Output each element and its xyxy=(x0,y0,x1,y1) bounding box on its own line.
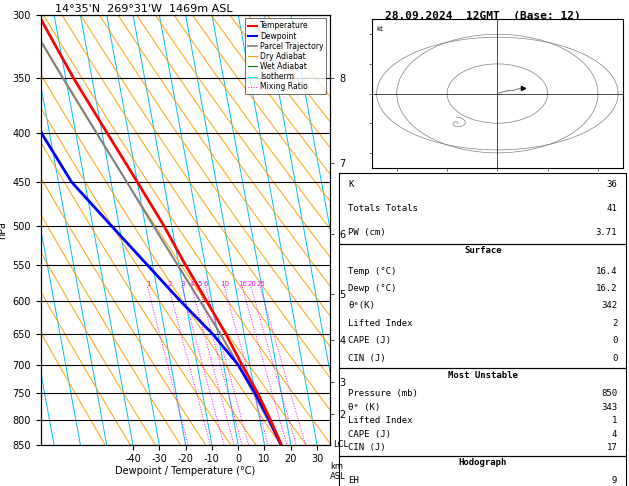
Y-axis label: hPa: hPa xyxy=(0,221,7,239)
Text: 3.71: 3.71 xyxy=(596,227,617,237)
Text: 1: 1 xyxy=(146,281,150,287)
Text: 0: 0 xyxy=(612,354,617,363)
Text: PW (cm): PW (cm) xyxy=(348,227,386,237)
Text: 28.09.2024  12GMT  (Base: 12): 28.09.2024 12GMT (Base: 12) xyxy=(385,11,581,21)
Text: Dewp (°C): Dewp (°C) xyxy=(348,284,397,293)
Text: Hodograph: Hodograph xyxy=(459,458,507,467)
Text: Pressure (mb): Pressure (mb) xyxy=(348,389,418,398)
Text: CIN (J): CIN (J) xyxy=(348,443,386,452)
Text: 2: 2 xyxy=(612,319,617,328)
Text: Totals Totals: Totals Totals xyxy=(348,204,418,213)
Text: CIN (J): CIN (J) xyxy=(348,354,386,363)
Text: 850: 850 xyxy=(601,389,617,398)
Text: Most Unstable: Most Unstable xyxy=(448,371,518,380)
Text: 10: 10 xyxy=(220,281,230,287)
Text: CAPE (J): CAPE (J) xyxy=(348,430,391,439)
Text: Lifted Index: Lifted Index xyxy=(348,319,413,328)
Text: 41: 41 xyxy=(606,204,617,213)
Text: LCL: LCL xyxy=(333,440,348,449)
Text: 6: 6 xyxy=(204,281,208,287)
Text: 4: 4 xyxy=(612,430,617,439)
Text: 14°35'N  269°31'W  1469m ASL: 14°35'N 269°31'W 1469m ASL xyxy=(55,4,233,14)
Text: 16: 16 xyxy=(238,281,247,287)
Text: 5: 5 xyxy=(198,281,202,287)
Text: 20: 20 xyxy=(247,281,256,287)
Text: 0: 0 xyxy=(612,336,617,346)
Text: 9: 9 xyxy=(612,476,617,485)
Text: Lifted Index: Lifted Index xyxy=(348,416,413,425)
Text: 3: 3 xyxy=(181,281,185,287)
Text: 2: 2 xyxy=(167,281,172,287)
X-axis label: Dewpoint / Temperature (°C): Dewpoint / Temperature (°C) xyxy=(116,466,255,476)
Legend: Temperature, Dewpoint, Parcel Trajectory, Dry Adiabat, Wet Adiabat, Isotherm, Mi: Temperature, Dewpoint, Parcel Trajectory… xyxy=(245,18,326,94)
Text: EH: EH xyxy=(348,476,359,485)
Text: 1: 1 xyxy=(612,416,617,425)
Text: K: K xyxy=(348,180,353,189)
Text: Surface: Surface xyxy=(464,246,501,256)
Text: 342: 342 xyxy=(601,301,617,311)
Text: 36: 36 xyxy=(606,180,617,189)
Text: 4: 4 xyxy=(190,281,194,287)
Text: 25: 25 xyxy=(256,281,265,287)
Text: 16.2: 16.2 xyxy=(596,284,617,293)
Text: Temp (°C): Temp (°C) xyxy=(348,267,397,276)
Text: θᵉ (K): θᵉ (K) xyxy=(348,402,381,412)
Text: 16.4: 16.4 xyxy=(596,267,617,276)
Text: CAPE (J): CAPE (J) xyxy=(348,336,391,346)
Text: θᵉ(K): θᵉ(K) xyxy=(348,301,375,311)
Text: 343: 343 xyxy=(601,402,617,412)
Text: km
ASL: km ASL xyxy=(330,462,346,481)
Text: 17: 17 xyxy=(606,443,617,452)
